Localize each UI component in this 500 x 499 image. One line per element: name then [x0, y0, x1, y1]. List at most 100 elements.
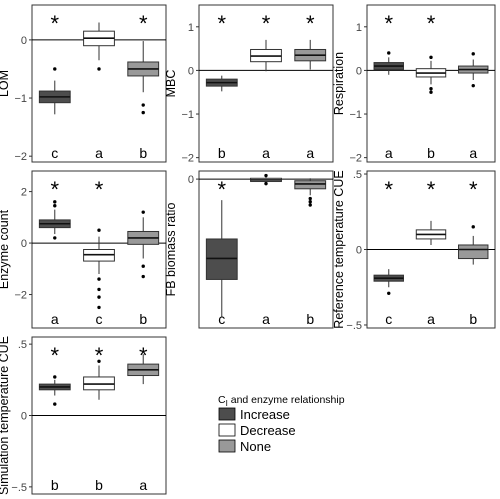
y-tick-label: .5 — [353, 169, 362, 181]
legend-item-decrease: Decrease — [240, 423, 296, 438]
group-letter: a — [427, 311, 435, 327]
y-axis-label: MBC — [164, 70, 178, 98]
significance-star: * — [427, 11, 436, 36]
box-increase — [38, 67, 71, 115]
group-letter: a — [385, 145, 393, 161]
outlier-point — [53, 236, 57, 240]
panel-4: −2 0 2 Enzyme count * a * c b — [0, 170, 167, 329]
group-letter: c — [385, 311, 392, 327]
panels-group: −2 −1 0 LOM * c a * b −2 −1 0 1 MBC * b * a * a −2 −1 0 1 Respir… — [0, 4, 496, 495]
outlier-point — [53, 67, 57, 71]
legend-title-main: C — [218, 394, 226, 406]
significance-star: * — [95, 343, 104, 368]
outlier-point — [308, 200, 312, 204]
box-none — [294, 39, 327, 70]
legend-title-sub: I — [226, 399, 228, 408]
y-tick-label: −2 — [181, 153, 194, 165]
box-increase — [38, 375, 71, 406]
box-none — [458, 52, 489, 88]
outlier-point — [471, 83, 475, 88]
group-letter: b — [469, 311, 477, 327]
legend-swatch-none — [218, 439, 236, 453]
box-none — [127, 41, 160, 115]
box-decrease — [415, 220, 447, 245]
group-letter: a — [469, 145, 477, 161]
y-tick-label: 0 — [356, 65, 362, 77]
outlier-point — [141, 274, 145, 279]
significance-star: * — [384, 177, 393, 202]
group-letter: a — [262, 145, 270, 161]
y-tick-label: −2 — [14, 290, 27, 302]
panel-2: −2 −1 0 1 MBC * b * a * a — [164, 4, 334, 165]
group-letter: a — [51, 311, 59, 327]
outlier-point — [387, 51, 391, 55]
outlier-point — [53, 402, 57, 406]
box-body — [205, 238, 238, 280]
box-body — [458, 244, 489, 260]
significance-star: * — [217, 177, 226, 202]
panel-6: −.5 0 .5 Reference temperature CUE * c * a * b — [332, 169, 496, 332]
panel-7: −.5 0 .5 Simulation temperature CUE * b * b * a — [0, 336, 167, 495]
significance-star: * — [427, 177, 436, 202]
legend-swatch-increase — [218, 407, 236, 421]
outlier-point — [97, 305, 101, 310]
outlier-point — [97, 287, 101, 292]
outlier-point — [141, 110, 145, 115]
y-axis-label: Respiration — [332, 52, 346, 115]
group-letter: b — [427, 145, 435, 161]
group-letter: a — [139, 477, 147, 493]
y-axis-label: Reference temperature CUE — [332, 170, 346, 328]
outlier-point — [53, 200, 57, 204]
y-axis-label: FB biomass ratio — [164, 203, 178, 297]
significance-star: * — [50, 11, 59, 36]
significance-star: * — [384, 11, 393, 36]
significance-star: * — [95, 177, 104, 202]
outlier-point — [264, 173, 268, 178]
box-body — [294, 180, 327, 190]
group-letter: b — [306, 311, 314, 327]
group-letter: b — [95, 477, 103, 493]
y-tick-label: −.5 — [11, 482, 27, 494]
group-letter: b — [139, 145, 147, 161]
significance-star: * — [469, 177, 478, 202]
group-letter: c — [51, 145, 58, 161]
box-increase — [205, 200, 238, 317]
panel-1: −2 −1 0 LOM * c a * b — [0, 4, 167, 163]
outlier-point — [308, 203, 312, 207]
box-increase — [373, 51, 404, 75]
y-tick-label: 0 — [21, 411, 27, 423]
significance-star: * — [306, 11, 315, 36]
outlier-point — [429, 90, 433, 94]
box-increase — [373, 269, 404, 295]
y-tick-label: 1 — [356, 22, 362, 34]
y-tick-label: −1 — [181, 109, 194, 121]
y-tick-label: −.5 — [346, 320, 362, 332]
box-none — [458, 225, 489, 265]
y-tick-label: 2 — [21, 187, 27, 199]
y-tick-label: 0 — [356, 245, 362, 257]
significance-star: * — [217, 11, 226, 36]
box-increase — [205, 75, 238, 92]
group-letter: b — [51, 477, 59, 493]
y-tick-label: −1 — [14, 93, 27, 105]
outlier-point — [471, 52, 475, 56]
outlier-point — [97, 67, 101, 71]
y-tick-label: −1 — [349, 109, 362, 121]
panel-5: 0 FB biomass ratio * c a b — [164, 170, 334, 329]
panel-3: −2 −1 0 1 Respiration * a * b a — [332, 4, 496, 165]
legend: CI and enzyme relationship Increase Decr… — [218, 394, 345, 454]
box-decrease — [250, 173, 282, 186]
y-tick-label: −2 — [14, 151, 27, 163]
outlier-point — [308, 196, 312, 201]
outlier-point — [141, 264, 145, 268]
box-none — [127, 354, 160, 385]
y-tick-label: .5 — [18, 339, 27, 351]
box-decrease — [83, 22, 115, 71]
outlier-point — [387, 291, 391, 295]
group-letter: a — [262, 311, 270, 327]
legend-title: CI and enzyme relationship — [218, 394, 345, 408]
outlier-point — [141, 210, 145, 214]
group-letter: b — [139, 311, 147, 327]
outlier-point — [97, 277, 101, 281]
